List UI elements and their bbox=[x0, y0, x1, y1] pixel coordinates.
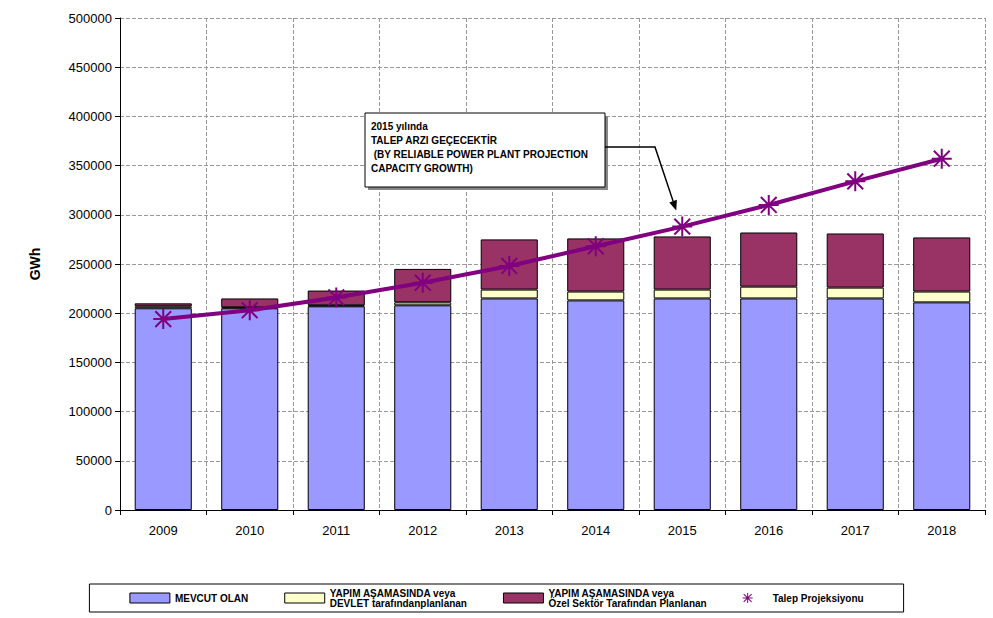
svg-text:Talep Projeksiyonu: Talep Projeksiyonu bbox=[773, 593, 864, 604]
svg-text:350000: 350000 bbox=[69, 158, 112, 173]
svg-text:2014: 2014 bbox=[581, 523, 610, 538]
svg-text:250000: 250000 bbox=[69, 257, 112, 272]
svg-text:2016: 2016 bbox=[754, 523, 783, 538]
svg-text:150000: 150000 bbox=[69, 355, 112, 370]
svg-text:2018: 2018 bbox=[927, 523, 956, 538]
svg-text:CAPACITY GROWTH): CAPACITY GROWTH) bbox=[371, 163, 473, 174]
svg-text:2010: 2010 bbox=[235, 523, 264, 538]
svg-text:500000: 500000 bbox=[69, 11, 112, 26]
svg-text:(BY RELIABLE POWER PLANT PROJE: (BY RELIABLE POWER PLANT PROJECTION bbox=[371, 149, 588, 160]
svg-text:200000: 200000 bbox=[69, 306, 112, 321]
svg-text:400000: 400000 bbox=[69, 109, 112, 124]
svg-text:YAPIM AŞAMASINDA veya: YAPIM AŞAMASINDA veya bbox=[329, 587, 456, 599]
svg-text:TALEP ARZI GEÇECEKTİR: TALEP ARZI GEÇECEKTİR bbox=[371, 134, 498, 146]
svg-text:2015 yılında: 2015 yılında bbox=[371, 121, 428, 132]
svg-text:300000: 300000 bbox=[69, 207, 112, 222]
svg-text:2017: 2017 bbox=[841, 523, 870, 538]
svg-text:50000: 50000 bbox=[76, 453, 112, 468]
svg-text:MEVCUT OLAN: MEVCUT OLAN bbox=[175, 593, 248, 604]
svg-text:Özel Sektör Tarafından Planlan: Özel Sektör Tarafından Planlanan bbox=[548, 597, 706, 609]
svg-text:450000: 450000 bbox=[69, 60, 112, 75]
svg-text:2012: 2012 bbox=[408, 523, 437, 538]
svg-text:2011: 2011 bbox=[322, 523, 350, 538]
svg-text:100000: 100000 bbox=[69, 404, 112, 419]
svg-text:GWh: GWh bbox=[27, 248, 43, 281]
svg-text:0: 0 bbox=[105, 503, 112, 518]
svg-text:YAPIM AŞAMASINDA veya: YAPIM AŞAMASINDA veya bbox=[548, 587, 675, 599]
svg-text:DEVLET tarafındanplanlanan: DEVLET tarafındanplanlanan bbox=[330, 598, 467, 609]
svg-text:2015: 2015 bbox=[668, 523, 697, 538]
svg-text:2009: 2009 bbox=[149, 523, 178, 538]
svg-text:2013: 2013 bbox=[495, 523, 524, 538]
